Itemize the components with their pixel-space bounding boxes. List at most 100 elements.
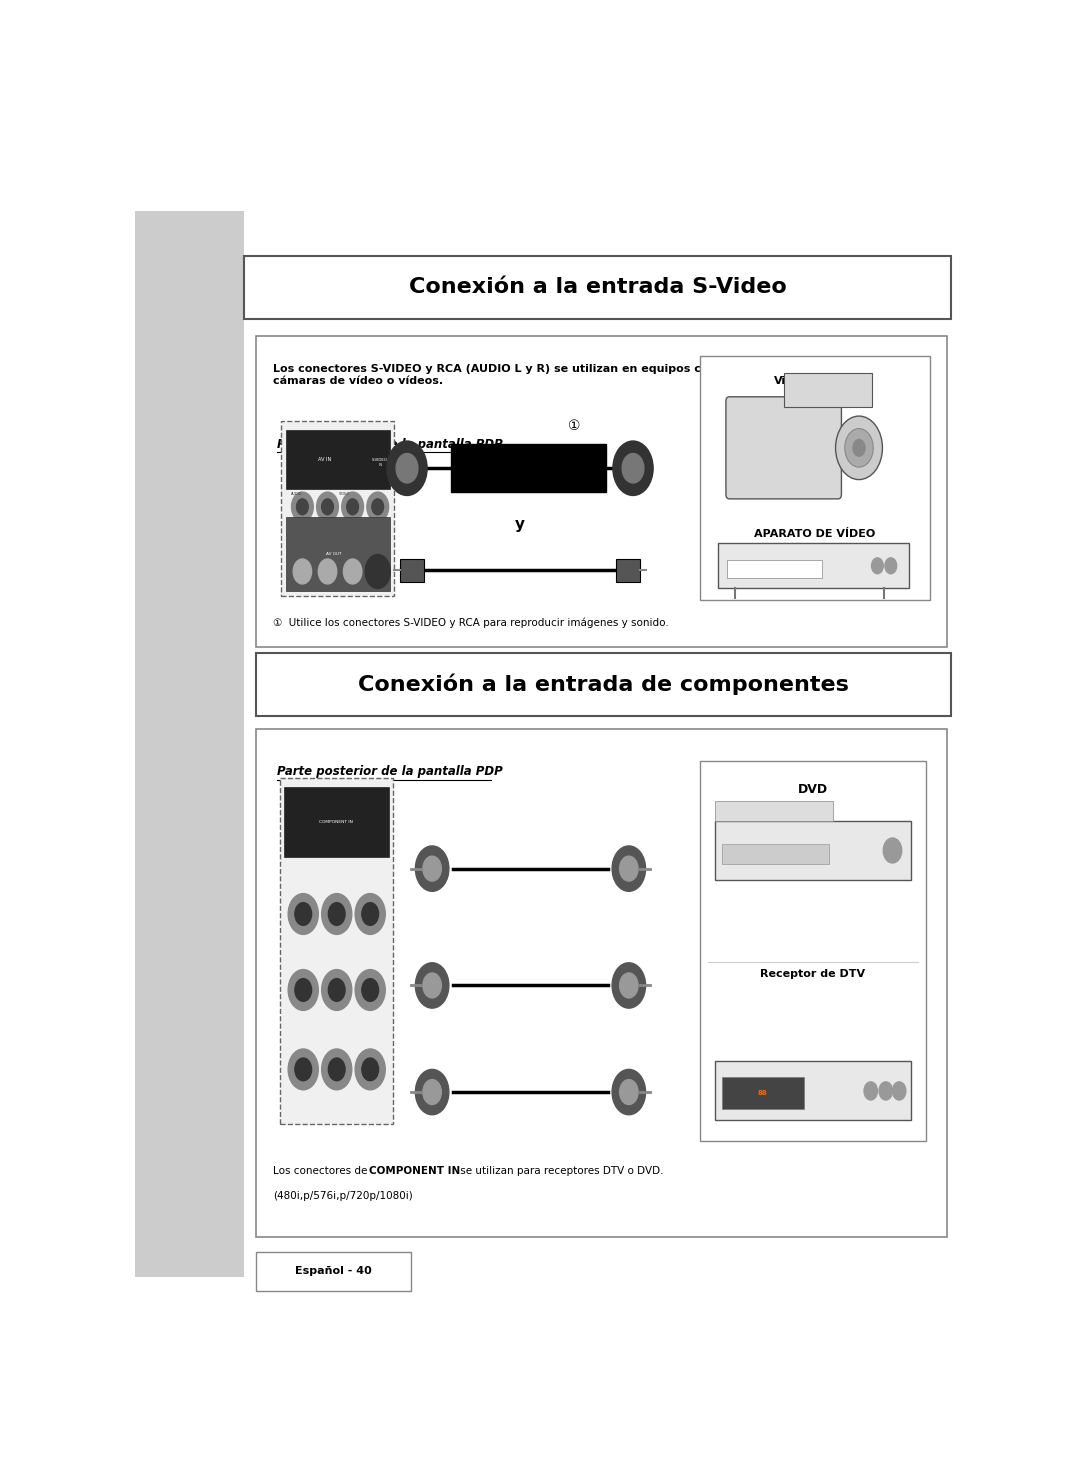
Circle shape [362, 978, 379, 1002]
Circle shape [423, 856, 442, 881]
Circle shape [295, 903, 312, 925]
Text: Conexión a la entrada S-Video: Conexión a la entrada S-Video [408, 277, 786, 298]
Text: COMPONENT IN: COMPONENT IN [319, 820, 353, 823]
Circle shape [372, 499, 383, 514]
Circle shape [288, 894, 319, 934]
Text: VIDEO: VIDEO [339, 492, 350, 496]
Circle shape [292, 492, 313, 521]
Text: COMPONENT IN: COMPONENT IN [369, 1167, 460, 1177]
Circle shape [872, 558, 883, 574]
Circle shape [622, 454, 644, 483]
Circle shape [322, 969, 352, 1010]
Circle shape [396, 454, 418, 483]
FancyBboxPatch shape [715, 1062, 910, 1121]
Circle shape [343, 558, 362, 583]
FancyBboxPatch shape [256, 653, 951, 716]
Text: AV IN: AV IN [319, 457, 332, 461]
Circle shape [612, 1069, 646, 1115]
FancyBboxPatch shape [451, 445, 606, 492]
FancyBboxPatch shape [715, 820, 910, 879]
FancyBboxPatch shape [784, 373, 872, 407]
Circle shape [864, 1081, 877, 1100]
Circle shape [365, 554, 390, 589]
Circle shape [355, 894, 386, 934]
Text: AV OUT: AV OUT [325, 552, 341, 557]
Circle shape [362, 1058, 379, 1081]
Circle shape [295, 1058, 312, 1081]
FancyBboxPatch shape [282, 421, 394, 597]
Circle shape [416, 1069, 449, 1115]
Circle shape [367, 492, 389, 521]
Circle shape [612, 846, 646, 891]
Text: y: y [515, 517, 525, 532]
Text: Videocámara: Videocámara [774, 376, 855, 386]
Circle shape [423, 1080, 442, 1105]
Circle shape [612, 963, 646, 1008]
Circle shape [845, 429, 874, 467]
Text: 88: 88 [758, 1090, 768, 1096]
FancyBboxPatch shape [284, 787, 389, 857]
Circle shape [416, 963, 449, 1008]
Circle shape [295, 978, 312, 1002]
Text: Español - 40: Español - 40 [296, 1267, 373, 1276]
Circle shape [620, 1080, 638, 1105]
FancyBboxPatch shape [256, 336, 947, 648]
FancyBboxPatch shape [256, 729, 947, 1237]
FancyBboxPatch shape [727, 560, 822, 579]
Circle shape [293, 558, 312, 583]
Circle shape [328, 903, 346, 925]
Circle shape [288, 1049, 319, 1090]
Circle shape [883, 838, 902, 863]
Text: Parte posterior de la pantalla PDP: Parte posterior de la pantalla PDP [278, 766, 503, 778]
Text: (480i,p/576i,p/720p/1080i): (480i,p/576i,p/720p/1080i) [273, 1192, 413, 1202]
Circle shape [322, 499, 334, 514]
Circle shape [613, 440, 653, 495]
Circle shape [362, 903, 379, 925]
Circle shape [347, 499, 359, 514]
FancyBboxPatch shape [280, 778, 393, 1124]
Circle shape [322, 894, 352, 934]
Circle shape [328, 1058, 346, 1081]
Circle shape [423, 974, 442, 997]
Text: AUDIO: AUDIO [291, 492, 302, 496]
Circle shape [836, 415, 882, 480]
FancyBboxPatch shape [617, 558, 639, 582]
Text: Los conectores S-VIDEO y RCA (AUDIO L y R) se utilizan en equipos con salida de : Los conectores S-VIDEO y RCA (AUDIO L y … [273, 364, 869, 386]
Circle shape [620, 856, 638, 881]
Circle shape [892, 1081, 906, 1100]
Circle shape [319, 558, 337, 583]
Circle shape [355, 969, 386, 1010]
Circle shape [387, 440, 427, 495]
Text: se utilizan para receptores DTV o DVD.: se utilizan para receptores DTV o DVD. [457, 1167, 664, 1177]
Circle shape [322, 1049, 352, 1090]
Text: Los conectores de: Los conectores de [273, 1167, 370, 1177]
Circle shape [885, 558, 896, 574]
Text: APARATO DE VÍDEO: APARATO DE VÍDEO [755, 529, 876, 539]
FancyBboxPatch shape [285, 430, 390, 489]
Circle shape [852, 439, 866, 457]
Circle shape [297, 499, 308, 514]
Text: Receptor de DTV: Receptor de DTV [760, 969, 865, 978]
FancyBboxPatch shape [721, 844, 829, 865]
FancyBboxPatch shape [726, 396, 841, 499]
FancyBboxPatch shape [285, 517, 390, 591]
FancyBboxPatch shape [401, 558, 423, 582]
Text: S-VIDEO
IN: S-VIDEO IN [373, 458, 388, 467]
Text: ①  Utilice los conectores S-VIDEO y RCA para reproducir imágenes y sonido.: ① Utilice los conectores S-VIDEO y RCA p… [273, 617, 669, 627]
Circle shape [328, 978, 346, 1002]
Circle shape [355, 1049, 386, 1090]
Text: Conexión a la entrada de componentes: Conexión a la entrada de componentes [359, 673, 849, 695]
Circle shape [879, 1081, 892, 1100]
Circle shape [416, 846, 449, 891]
FancyBboxPatch shape [718, 544, 909, 589]
FancyBboxPatch shape [256, 1252, 411, 1290]
FancyBboxPatch shape [700, 762, 926, 1140]
FancyBboxPatch shape [700, 356, 930, 600]
FancyBboxPatch shape [715, 801, 833, 820]
Circle shape [620, 974, 638, 997]
FancyBboxPatch shape [135, 211, 244, 1277]
FancyBboxPatch shape [721, 1077, 804, 1109]
Text: ①: ① [568, 420, 581, 433]
Text: Parte posterior de la pantalla PDP: Parte posterior de la pantalla PDP [278, 437, 503, 451]
Circle shape [341, 492, 364, 521]
